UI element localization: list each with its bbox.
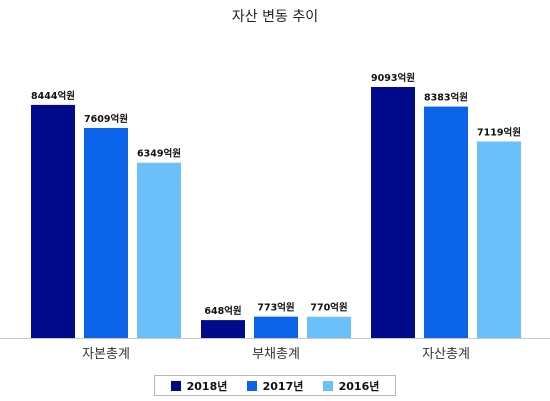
chart-title: 자산 변동 추이 [231,9,319,25]
legend-label: 2018년 [186,379,228,393]
data-label: 6349억원 [137,148,181,160]
legend-label: 2016년 [338,379,380,393]
data-label: 770억원 [310,302,347,314]
bar-2016년-자산총계 [477,141,521,338]
category-label: 자산총계 [422,347,470,362]
legend-item: 2018년 [170,378,228,394]
bar-2018년-부채총계 [201,320,245,338]
data-label: 7609억원 [84,113,128,125]
legend-item: 2017년 [246,378,304,394]
category-label: 자본총계 [82,347,130,362]
bar-2016년-자본총계 [137,162,181,338]
legend-item: 2016년 [322,378,380,394]
bar-2017년-자산총계 [424,106,468,338]
legend-swatch [170,380,181,391]
category-label: 부채총계 [252,347,300,362]
bar-2018년-자산총계 [371,87,415,338]
bar-2018년-자본총계 [31,104,75,339]
data-label: 8383억원 [424,92,468,104]
legend-swatch [322,380,333,391]
legend-label: 2017년 [262,379,304,393]
bar-2017년-자본총계 [84,127,128,338]
data-label: 648억원 [204,305,241,317]
data-label: 8444억원 [31,90,75,102]
data-label: 7119억원 [477,126,521,138]
data-label: 773억원 [257,302,294,314]
legend-swatch [246,380,257,391]
chart-legend: 2018년 2017년 2016년 [154,375,396,396]
bar-2016년-부채총계 [307,316,351,338]
data-label: 9093억원 [371,72,415,84]
bar-2017년-부채총계 [254,316,298,338]
